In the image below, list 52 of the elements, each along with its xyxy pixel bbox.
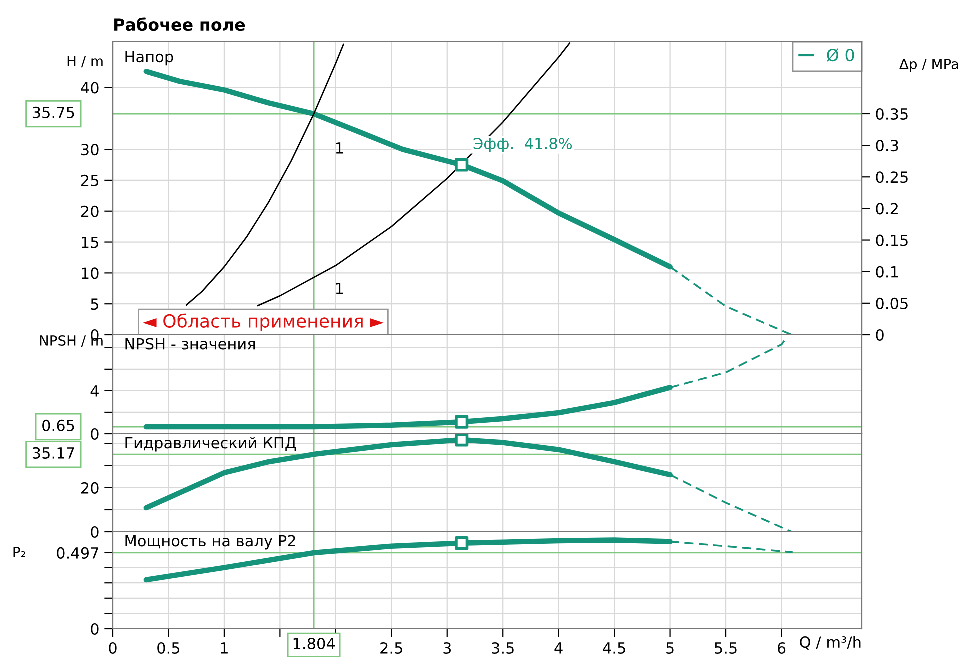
x-tick-label: 3.5 <box>492 642 514 654</box>
text: Напор <box>126 51 174 66</box>
y-tick-label: 0 <box>91 428 99 440</box>
y2-tick-label: 0.3 <box>876 140 898 152</box>
y-tick-label: 10 <box>82 268 99 280</box>
x-tick-label: 3 <box>444 642 452 654</box>
y2-tick-label: 0.15 <box>876 234 908 246</box>
y2-tick-label: 0.25 <box>876 172 908 184</box>
ref-line-label: 35.75 <box>32 106 74 118</box>
chart-subtitle: NPSH - значения <box>126 338 255 350</box>
x-tick-label: 0.5 <box>158 642 180 654</box>
ref-line-label: 35.17 <box>32 447 74 459</box>
annotation: ◄ Область применения ► <box>143 314 384 332</box>
y-axis-title: H / m <box>68 56 103 68</box>
line-series <box>186 44 344 306</box>
annotation: Эфф. 41.8% <box>474 138 572 153</box>
annotation: 1 <box>336 282 344 294</box>
y-tick-label: 25 <box>81 174 98 186</box>
y-tick-label: 0 <box>91 623 99 636</box>
chart-subtitle: Гидравлический КПД <box>126 437 296 452</box>
y-tick-label: 4 <box>90 386 99 397</box>
x-tick-label: 0 <box>109 642 117 654</box>
y2-tick-label: 0.05 <box>876 298 908 310</box>
x-tick-label: 5 <box>666 642 674 654</box>
chart-subtitle: Мощность на валу P2 <box>126 535 296 550</box>
ref-line-label: 1.804 <box>294 638 336 650</box>
x-axis-title: Q / m³/h <box>800 636 861 650</box>
y-axis-title: P₂ <box>14 547 26 558</box>
y-tick-label: 40 <box>81 82 99 94</box>
ref-line-label: 0.65 <box>42 420 74 432</box>
y2-tick-label: 0 <box>876 329 884 342</box>
x-tick-label: 4 <box>554 642 563 654</box>
y-tick-label: 30 <box>82 144 99 156</box>
chart-title: Рабочее поле <box>114 18 246 32</box>
y-tick-label: 15 <box>82 236 98 248</box>
y-tick-label: 20 <box>81 206 99 218</box>
x-tick-label: 4.5 <box>603 642 626 654</box>
y-tick-label: 20 <box>81 482 99 494</box>
y-tick-label: 0.497 <box>57 547 98 559</box>
line-series <box>257 42 571 307</box>
y2-tick-label: 0.2 <box>876 203 898 215</box>
x-tick-label: 6 <box>778 642 786 654</box>
x-tick-label: 2.5 <box>380 642 402 654</box>
y2-tick-label: 0.1 <box>876 266 898 278</box>
y2-axis-title: Δp / MPa <box>900 59 958 72</box>
y2-tick-label: 0.35 <box>876 108 908 120</box>
x-tick-label: 5.5 <box>715 642 737 654</box>
legend-label: Ø 0 <box>827 48 854 62</box>
x-tick-label: 1 <box>221 642 228 654</box>
y-tick-label: 0 <box>91 526 99 538</box>
y-tick-label: 5 <box>91 298 98 310</box>
annotation: 1 <box>336 142 344 154</box>
